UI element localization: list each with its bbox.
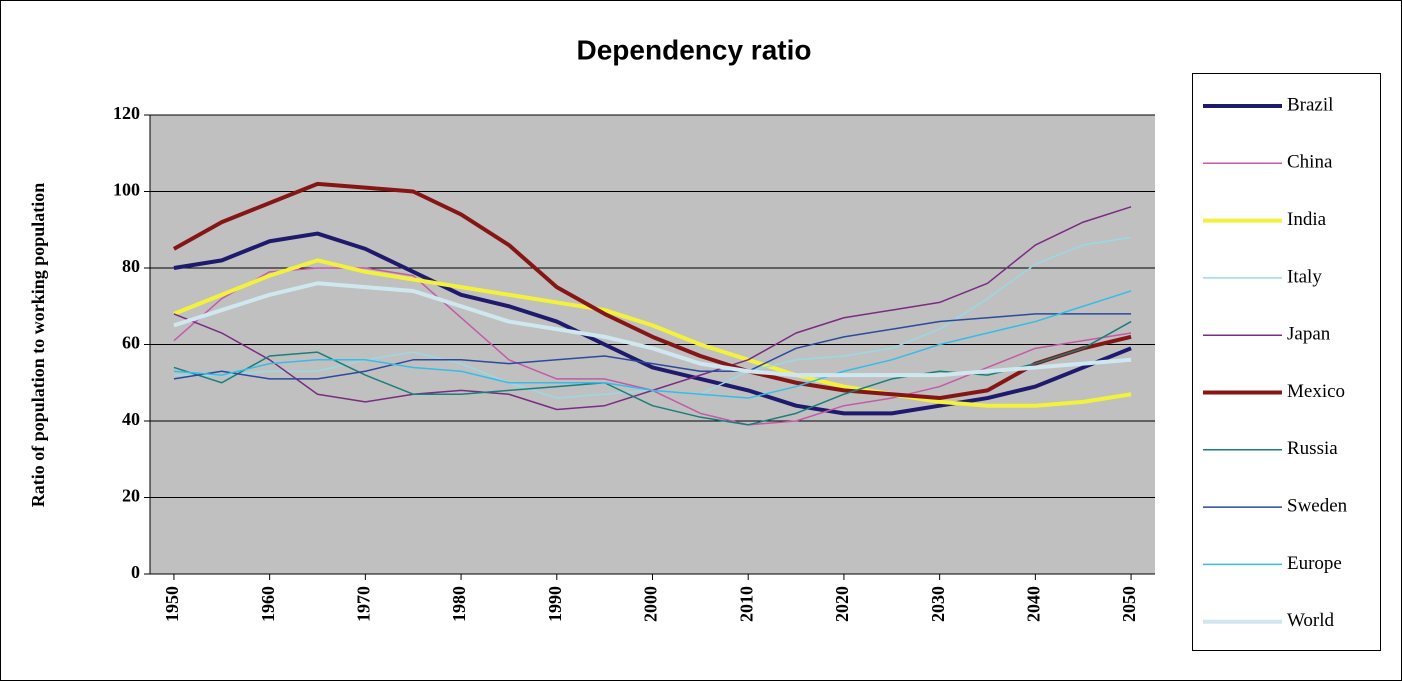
y-tick-label: 100 bbox=[113, 180, 140, 200]
x-tick-label: 1950 bbox=[162, 586, 182, 622]
series-line bbox=[173, 281, 1132, 378]
y-tick-label: 20 bbox=[122, 486, 140, 506]
y-tick-label: 60 bbox=[122, 333, 140, 353]
y-axis-label: Ratio of population to working populatio… bbox=[28, 183, 48, 508]
legend-label: Japan bbox=[1287, 324, 1331, 345]
legend-label: Brazil bbox=[1287, 94, 1333, 115]
x-tick-label: 1990 bbox=[545, 586, 565, 622]
y-tick-label: 40 bbox=[122, 409, 140, 429]
y-tick-label: 120 bbox=[113, 103, 140, 123]
legend-label: China bbox=[1287, 152, 1333, 173]
x-tick-label: 2040 bbox=[1023, 586, 1043, 622]
x-tick-label: 2000 bbox=[641, 586, 661, 622]
x-tick-label: 1960 bbox=[258, 586, 278, 622]
series-line bbox=[173, 290, 1132, 399]
y-tick-label: 0 bbox=[131, 562, 140, 582]
series-line bbox=[173, 231, 1132, 416]
legend-label: World bbox=[1287, 610, 1335, 631]
x-tick-label: 1980 bbox=[449, 586, 469, 622]
series-line bbox=[172, 181, 1132, 401]
legend-label: Europe bbox=[1287, 553, 1342, 574]
x-tick-label: 2010 bbox=[736, 586, 756, 622]
x-tick-label: 2050 bbox=[1119, 586, 1139, 622]
legend-label: Mexico bbox=[1287, 381, 1345, 402]
legend-label: Sweden bbox=[1287, 495, 1348, 516]
chart-title: Dependency ratio bbox=[577, 34, 812, 65]
legend-box bbox=[1192, 73, 1381, 651]
legend-label: Italy bbox=[1287, 266, 1322, 287]
x-tick-label: 1970 bbox=[353, 586, 373, 622]
x-tick-label: 2020 bbox=[832, 586, 852, 622]
x-tick-label: 2030 bbox=[928, 586, 948, 622]
y-tick-label: 80 bbox=[122, 256, 140, 276]
legend-label: India bbox=[1287, 209, 1327, 230]
legend-label: Russia bbox=[1287, 438, 1338, 459]
series-line bbox=[173, 313, 1132, 380]
series-line bbox=[173, 258, 1132, 408]
